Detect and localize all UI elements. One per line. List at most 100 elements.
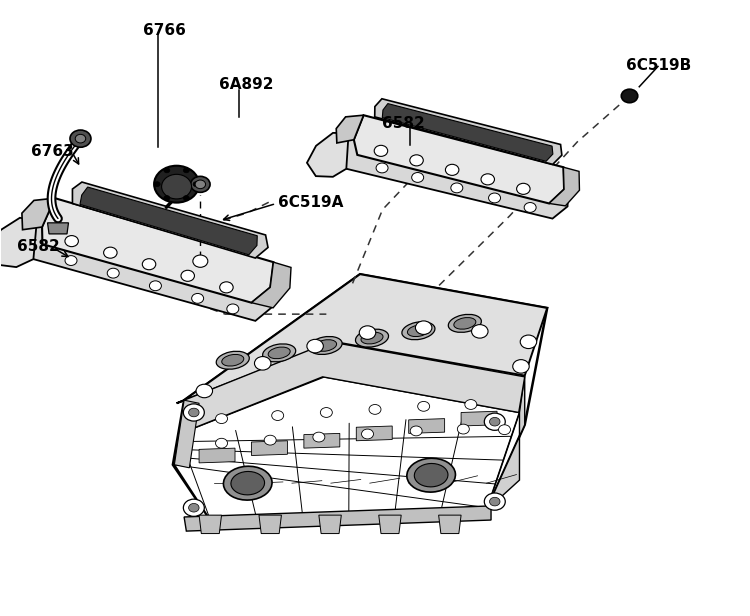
Circle shape	[215, 439, 227, 448]
Polygon shape	[173, 274, 548, 520]
Polygon shape	[307, 133, 349, 177]
Circle shape	[164, 168, 170, 172]
Circle shape	[484, 413, 506, 431]
Polygon shape	[319, 515, 341, 533]
Circle shape	[188, 408, 199, 417]
Circle shape	[513, 360, 529, 373]
Ellipse shape	[414, 463, 448, 487]
Ellipse shape	[216, 351, 249, 369]
Polygon shape	[549, 167, 580, 206]
Polygon shape	[47, 223, 68, 234]
Circle shape	[190, 176, 210, 192]
Circle shape	[107, 268, 119, 278]
Circle shape	[307, 339, 323, 353]
Circle shape	[226, 304, 238, 314]
Ellipse shape	[309, 336, 342, 354]
Text: 6C519A: 6C519A	[278, 195, 343, 210]
Polygon shape	[26, 221, 275, 321]
Circle shape	[183, 168, 189, 172]
Polygon shape	[382, 103, 553, 161]
Circle shape	[517, 184, 530, 195]
Circle shape	[220, 282, 233, 293]
Circle shape	[524, 203, 536, 213]
Circle shape	[181, 270, 194, 282]
Circle shape	[374, 145, 388, 156]
Polygon shape	[354, 115, 564, 203]
Ellipse shape	[448, 314, 482, 333]
Text: 6582: 6582	[17, 239, 60, 254]
Polygon shape	[184, 506, 491, 531]
Circle shape	[484, 493, 506, 510]
Ellipse shape	[356, 329, 388, 347]
Ellipse shape	[454, 318, 476, 329]
Circle shape	[195, 180, 206, 188]
Circle shape	[188, 503, 199, 512]
Circle shape	[446, 164, 459, 176]
Circle shape	[410, 155, 423, 166]
Polygon shape	[379, 515, 401, 533]
Circle shape	[412, 172, 424, 182]
Circle shape	[359, 326, 376, 339]
Polygon shape	[80, 187, 257, 255]
Circle shape	[154, 182, 160, 187]
Circle shape	[65, 256, 77, 265]
Circle shape	[65, 235, 79, 246]
Polygon shape	[339, 133, 568, 219]
Circle shape	[376, 163, 388, 173]
Circle shape	[215, 414, 227, 424]
Ellipse shape	[262, 344, 296, 362]
Polygon shape	[22, 198, 55, 230]
Polygon shape	[199, 515, 221, 533]
Polygon shape	[199, 448, 235, 463]
Text: 6763: 6763	[31, 144, 74, 159]
Text: 6766: 6766	[143, 23, 186, 38]
Polygon shape	[439, 515, 461, 533]
Circle shape	[481, 174, 494, 185]
Polygon shape	[0, 218, 37, 267]
Text: 6A892: 6A892	[219, 78, 274, 92]
Ellipse shape	[222, 354, 244, 366]
Circle shape	[154, 166, 199, 203]
Circle shape	[488, 193, 500, 203]
Polygon shape	[176, 274, 548, 403]
Ellipse shape	[402, 322, 435, 340]
Circle shape	[183, 404, 204, 421]
Circle shape	[70, 130, 91, 147]
Polygon shape	[259, 515, 281, 533]
Circle shape	[264, 436, 276, 445]
Circle shape	[183, 195, 189, 200]
Circle shape	[472, 325, 488, 338]
Polygon shape	[73, 182, 268, 258]
Circle shape	[621, 89, 638, 103]
Polygon shape	[42, 198, 274, 302]
Polygon shape	[409, 419, 445, 434]
Polygon shape	[461, 411, 497, 426]
Ellipse shape	[224, 466, 272, 500]
Polygon shape	[486, 376, 525, 511]
Ellipse shape	[231, 471, 265, 495]
Circle shape	[362, 429, 374, 439]
Circle shape	[142, 259, 156, 270]
Ellipse shape	[314, 339, 337, 351]
Circle shape	[196, 384, 212, 398]
Circle shape	[193, 182, 199, 187]
Ellipse shape	[268, 347, 290, 359]
Polygon shape	[178, 342, 525, 434]
Ellipse shape	[407, 325, 430, 336]
Circle shape	[369, 405, 381, 415]
Circle shape	[313, 432, 325, 442]
Text: eReplacementParts.com: eReplacementParts.com	[290, 323, 460, 336]
Polygon shape	[356, 426, 392, 441]
Circle shape	[193, 255, 208, 267]
Circle shape	[465, 400, 477, 410]
Ellipse shape	[361, 332, 383, 344]
Circle shape	[161, 174, 191, 199]
Circle shape	[418, 402, 430, 411]
Text: 6582: 6582	[382, 116, 425, 131]
Circle shape	[458, 424, 470, 434]
Circle shape	[490, 497, 500, 506]
Polygon shape	[251, 441, 287, 455]
Polygon shape	[304, 434, 340, 448]
Circle shape	[490, 418, 500, 426]
Circle shape	[320, 408, 332, 418]
